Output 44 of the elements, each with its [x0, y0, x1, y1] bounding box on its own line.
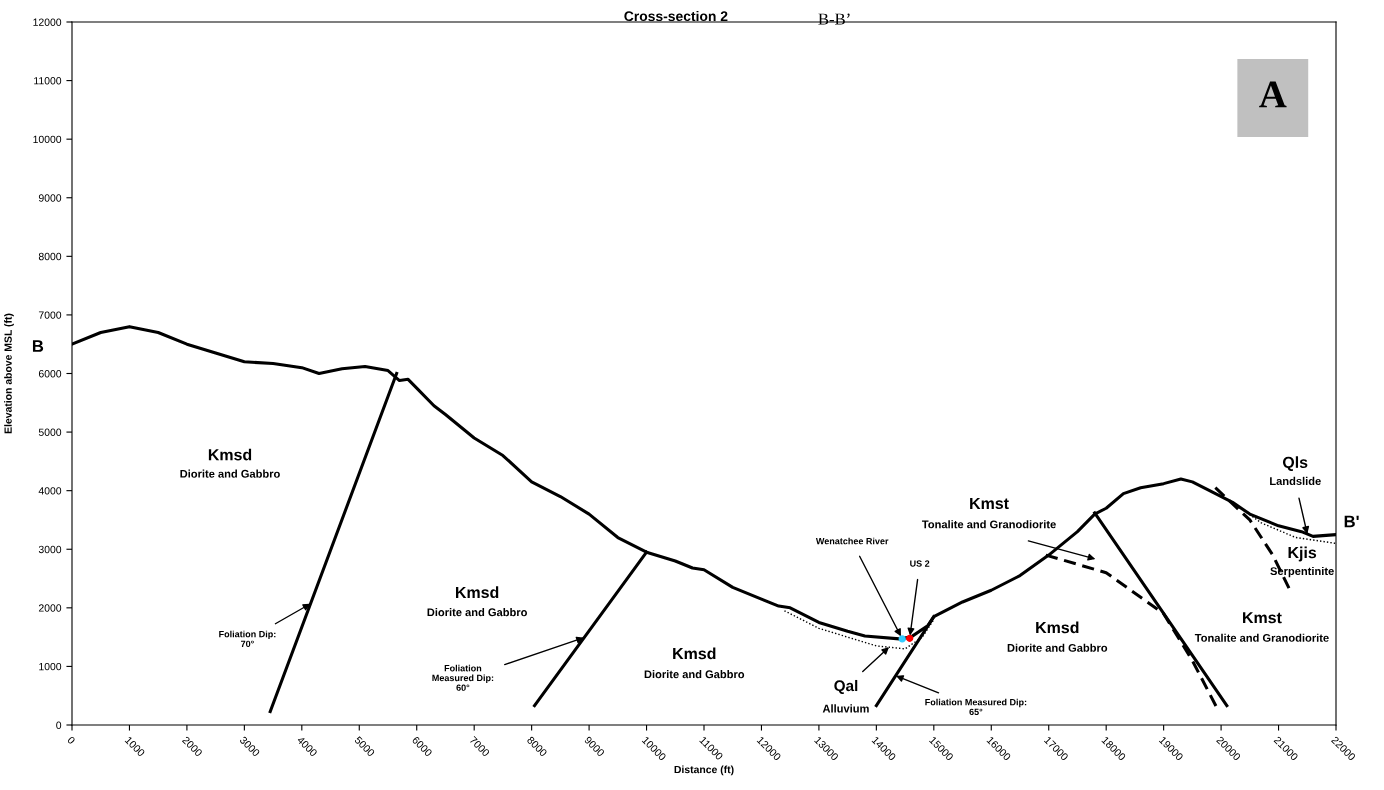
y-tick-label: 0	[56, 721, 62, 729]
annotation: Diorite and Gabbro	[180, 469, 280, 478]
annotation: Diorite and Gabbro	[427, 608, 527, 617]
annotation: Kmst	[1243, 612, 1282, 624]
text: B'	[1344, 515, 1359, 528]
y-tick-label: 7000	[38, 311, 62, 319]
annotation: Wenatchee River	[815, 537, 889, 545]
annotation: Kmst	[970, 497, 1009, 510]
y-tick-label: 12000	[33, 18, 62, 26]
y-tick-label: 6000	[38, 370, 62, 378]
annotation: Kmsd	[1036, 621, 1079, 634]
annotation: Kjis	[1288, 546, 1317, 562]
annotation: Diorite and Gabbro	[1007, 643, 1108, 652]
annotation: Foliation Measured Dip: 65°	[925, 698, 1027, 716]
annotation: Serpentinite	[1270, 566, 1334, 578]
annotation: A	[1259, 81, 1287, 108]
annotation: Qls	[1282, 456, 1308, 471]
annotation: Tonalite and Granodiorite	[1194, 633, 1329, 642]
annotation: Diorite and Gabbro	[644, 670, 745, 679]
y-tick-label: 2000	[38, 604, 62, 612]
text: B	[32, 340, 44, 352]
x-axis-title: Distance (ft)	[674, 765, 734, 776]
annotation: Kmsd	[208, 448, 252, 461]
y-tick-label: 1000	[39, 662, 62, 671]
annotation: Kmsd	[673, 647, 716, 660]
annotation: Kmsd	[455, 586, 499, 599]
y-tick-label: 4000	[38, 487, 62, 495]
annotation: Landslide	[1270, 476, 1321, 485]
y-tick-label: 8000	[38, 252, 62, 261]
annotation: US 2	[910, 560, 930, 567]
y-tick-label: 10000	[33, 135, 62, 144]
x-tick-label: 0	[66, 735, 76, 745]
annotation: Tonalite and Granodiorite	[921, 520, 1056, 529]
chart-subtitle: B-B’	[818, 13, 850, 25]
annotation: Foliation Dip: 70°	[219, 630, 276, 648]
annotation: Qal	[834, 679, 858, 695]
chart-title: Cross-section 2	[624, 10, 728, 22]
y-tick-label: 11000	[34, 77, 62, 85]
annotation: Foliation Measured Dip: 60°	[432, 664, 494, 691]
y-tick-label: 9000	[38, 194, 62, 202]
y-axis-title: Elevation above MSL (ft)	[4, 313, 14, 434]
y-tick-label: 5000	[38, 428, 62, 436]
y-tick-label: 3000	[38, 545, 62, 554]
annotation: Alluvium	[822, 704, 869, 713]
